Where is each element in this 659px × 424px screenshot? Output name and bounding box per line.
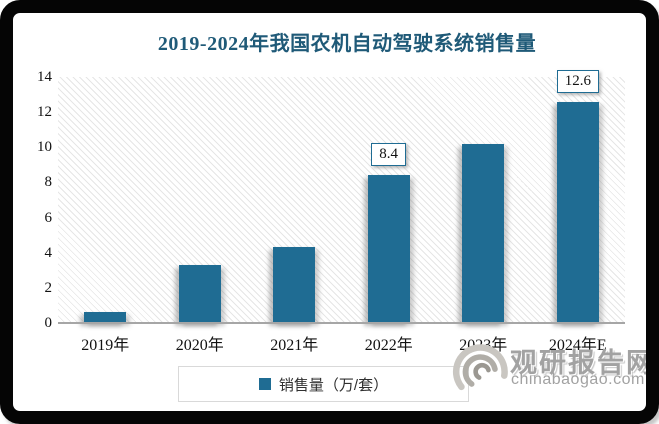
legend-label: 销售量（万/套）	[278, 376, 389, 394]
x-axis-label: 2020年	[175, 337, 224, 354]
x-axis-label: 2019年	[81, 337, 130, 354]
plot-area	[58, 77, 625, 323]
y-tick-label: 10	[37, 139, 52, 156]
x-axis-line	[58, 322, 625, 324]
legend-swatch-icon	[258, 378, 271, 390]
watermark-name: 观研报告网	[510, 348, 655, 378]
y-tick-label: 4	[44, 244, 53, 261]
watermark-logo-icon	[452, 344, 508, 391]
y-tick-label: 0	[44, 315, 53, 331]
x-axis-label: 2021年	[270, 337, 319, 354]
x-axis-label: 2022年	[364, 337, 413, 354]
y-tick-label: 8	[44, 174, 53, 191]
bar-2021年	[273, 247, 316, 323]
chart-title: 2019-2024年我国农机自动驾驶系统销售量	[157, 33, 537, 55]
y-tick-label: 12	[37, 104, 52, 121]
y-tick-label: 2	[44, 279, 53, 296]
bar-2023年	[462, 143, 505, 323]
legend: 销售量（万/套）	[178, 366, 469, 402]
x-axis-label: 2024年E	[548, 337, 607, 354]
watermark: 观研报告网 chinabaogao.com	[452, 340, 655, 400]
bar-2020年	[178, 265, 221, 323]
watermark-domain: chinabaogao.com	[511, 371, 645, 388]
y-tick-label: 6	[44, 209, 53, 226]
bar-value-label: 8.4	[371, 143, 406, 167]
bar-2022年	[367, 175, 410, 323]
y-tick-label: 14	[37, 69, 52, 85]
bar-2019年	[84, 312, 127, 323]
bar-value-label: 12.6	[556, 69, 599, 93]
bar-2024年E	[556, 101, 599, 323]
